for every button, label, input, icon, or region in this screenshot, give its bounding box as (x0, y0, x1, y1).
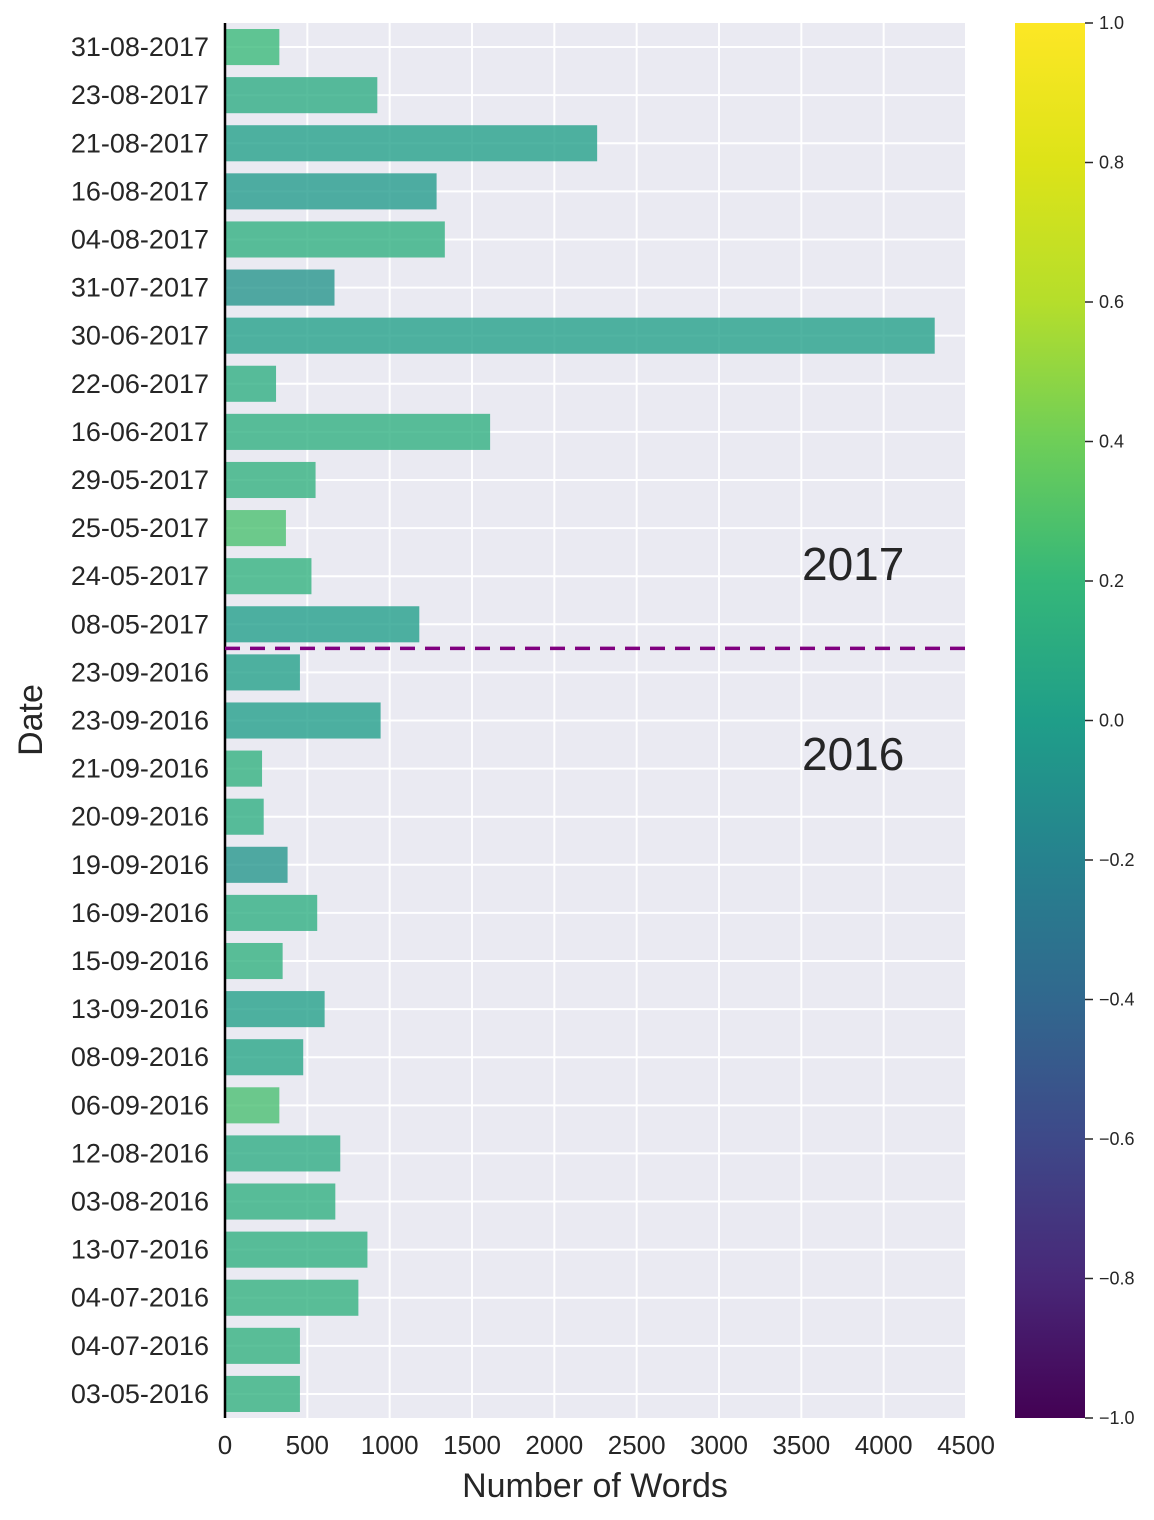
y-tick-label: 23-08-2017 (71, 80, 209, 110)
colorbar-tick-label: 0.2 (1099, 571, 1124, 591)
bar (225, 365, 277, 402)
x-axis-label: Number of Words (462, 1467, 728, 1505)
y-tick-label: 13-07-2016 (71, 1235, 209, 1265)
colorbar-ticks: 1.0 0.8 0.6 0.4 0.2 0.0 −0.2 −0.4 −0.6 −0.8 −1.0 (1085, 13, 1135, 1428)
bar (225, 173, 437, 210)
bar (225, 991, 325, 1028)
y-tick-label: 21-08-2017 (71, 128, 209, 158)
y-tick-label: 04-08-2017 (71, 224, 209, 254)
y-tick-label: 31-08-2017 (71, 32, 209, 62)
y-tick-label: 31-07-2017 (71, 273, 209, 303)
colorbar-tick-label: 0.8 (1099, 153, 1124, 173)
colorbar-tick-label: 0.4 (1099, 432, 1124, 452)
x-tick-label: 3000 (690, 1430, 748, 1460)
y-tick-label: 15-09-2016 (71, 946, 209, 976)
bar (225, 702, 381, 739)
bar (225, 269, 335, 306)
y-tick-label: 04-07-2016 (71, 1283, 209, 1313)
y-tick-label: 19-09-2016 (71, 850, 209, 880)
bar (225, 1279, 359, 1316)
y-tick-label: 21-09-2016 (71, 754, 209, 784)
bar (225, 558, 312, 595)
bar (225, 1327, 300, 1364)
bar (225, 942, 283, 980)
bar (225, 29, 280, 66)
bar (225, 798, 264, 835)
y-tick-label: 24-05-2017 (71, 561, 209, 591)
x-tick-label: 3500 (772, 1430, 830, 1460)
y-tick-label: 29-05-2017 (71, 465, 209, 495)
y-tick-label: 16-08-2017 (71, 176, 209, 206)
y-tick-label: 25-05-2017 (71, 513, 209, 543)
y-tick-labels: 31-08-2017 23-08-2017 21-08-2017 16-08-2017… (71, 32, 209, 1409)
colorbar-tick-label: 0.6 (1099, 292, 1124, 312)
bar (225, 1183, 336, 1220)
bar (225, 894, 318, 931)
x-tick-label: 1000 (361, 1430, 419, 1460)
x-tick-label: 2000 (525, 1430, 583, 1460)
colorbar-tick-label: −0.4 (1099, 990, 1135, 1010)
y-tick-label: 04-07-2016 (71, 1331, 209, 1361)
colorbar-tick-label: 1.0 (1099, 13, 1124, 33)
bar (225, 317, 935, 354)
y-tick-label: 22-06-2017 (71, 369, 209, 399)
y-tick-label: 03-05-2016 (71, 1379, 209, 1409)
bar (225, 221, 445, 258)
colorbar-tick-label: −1.0 (1099, 1408, 1135, 1428)
bar (225, 461, 316, 499)
colorbar-tick-label: −0.2 (1099, 850, 1135, 870)
bar (225, 1375, 300, 1412)
y-tick-label: 16-06-2017 (71, 417, 209, 447)
x-tick-label: 4000 (855, 1430, 913, 1460)
x-tick-label: 0 (218, 1430, 232, 1460)
bars (225, 29, 935, 1412)
y-tick-label: 03-08-2016 (71, 1187, 209, 1217)
bar (225, 1135, 341, 1172)
y-tick-label: 12-08-2016 (71, 1138, 209, 1168)
bar (225, 125, 598, 162)
y-tick-label: 30-06-2017 (71, 321, 209, 351)
y-tick-label: 08-09-2016 (71, 1042, 209, 1072)
colorbar (1015, 23, 1085, 1418)
bar (225, 413, 491, 450)
y-tick-label: 23-09-2016 (71, 657, 209, 687)
x-tick-label: 2500 (608, 1430, 666, 1460)
bar (225, 1039, 304, 1076)
y-axis-label: Date (12, 684, 50, 756)
bar (225, 846, 288, 883)
y-tick-label: 13-09-2016 (71, 994, 209, 1024)
bar (225, 510, 286, 547)
annotation-2017: 2017 (802, 538, 904, 590)
colorbar-tick-label: 0.0 (1099, 711, 1124, 731)
colorbar-tick-label: −0.8 (1099, 1269, 1135, 1289)
bar (225, 654, 300, 691)
y-tick-label: 23-09-2016 (71, 706, 209, 736)
bar (225, 1087, 280, 1124)
y-tick-label: 08-05-2017 (71, 609, 209, 639)
bar (225, 750, 263, 787)
bar (225, 606, 420, 643)
annotation-2016: 2016 (802, 728, 904, 780)
x-tick-label: 1500 (443, 1430, 501, 1460)
bar (225, 1231, 368, 1268)
y-tick-label: 20-09-2016 (71, 802, 209, 832)
x-tick-label: 500 (286, 1430, 329, 1460)
x-tick-label: 4500 (937, 1430, 995, 1460)
colorbar-tick-label: −0.6 (1099, 1129, 1135, 1149)
y-tick-label: 06-09-2016 (71, 1090, 209, 1120)
y-tick-label: 16-09-2016 (71, 898, 209, 928)
bar (225, 77, 378, 114)
x-tick-labels: 0 500 1000 1500 2000 2500 3000 3500 4000 4500 (218, 1430, 995, 1460)
